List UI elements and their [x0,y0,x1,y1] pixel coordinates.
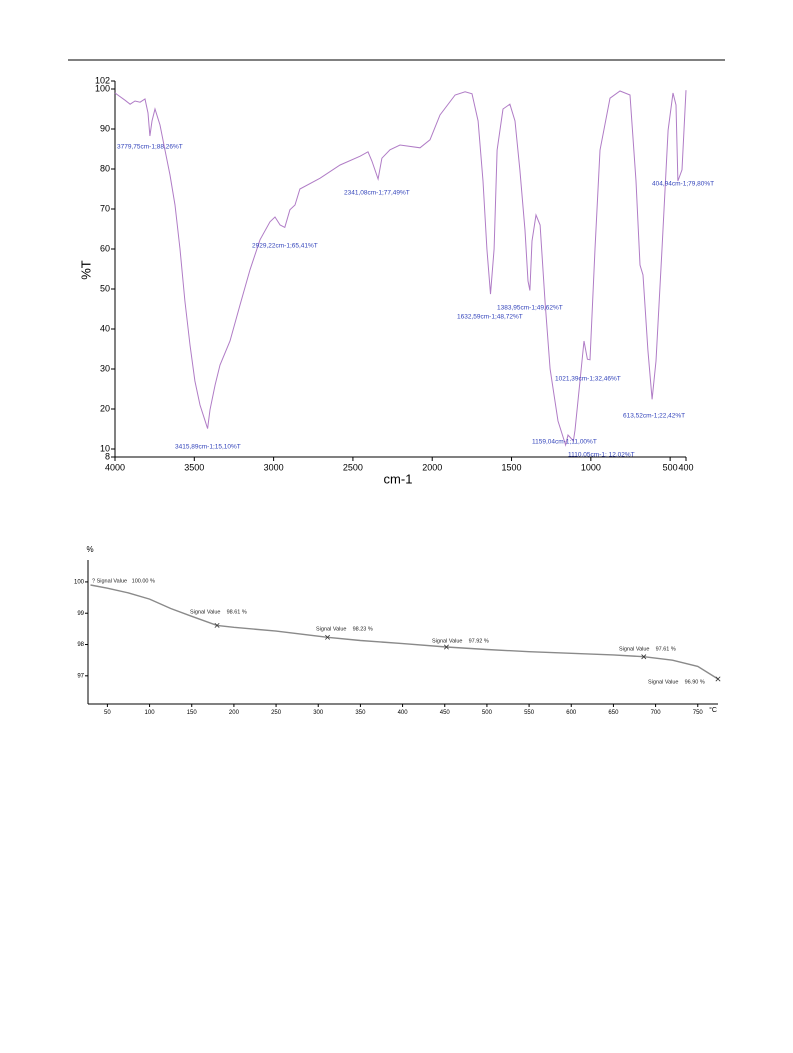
y-tick-label: 102 [95,75,110,85]
x-tick-label: 400 [678,463,693,473]
annotation: 1632,59cm-1;48,72%T [457,314,523,321]
x-tick-label: 200 [229,710,240,716]
x-tick-label: 2500 [343,463,363,473]
y-tick-label: 60 [100,243,110,253]
x-tick-label: 2000 [422,463,442,473]
annotation: ? Signal Value 100.00 % [92,578,155,584]
x-tick-label: 1000 [581,463,601,473]
x-tick-label: 4000 [105,463,125,473]
signal-marker [715,676,721,682]
annotation: 3415,89cm-1;15,10%T [175,444,241,451]
x-axis-title: cm-1 [384,471,413,486]
x-tick-label: 750 [693,710,704,716]
signal-marker [443,644,449,650]
x-tick-label: 1500 [502,463,522,473]
y-tick-label: 80 [100,163,110,173]
y-tick-label: 50 [100,283,110,293]
y-tick-label: 97 [77,673,84,679]
y-tick-label: 30 [100,363,110,373]
x-tick-label: 400 [398,710,409,716]
x-tick-label: 3500 [184,463,204,473]
spectrum-line [114,90,687,447]
x-axis-title: °C [709,706,717,714]
x-tick-label: 150 [187,710,198,716]
x-tick-label: 250 [271,710,282,716]
y-tick-label: 98 [77,642,84,648]
signal-marker [641,654,647,660]
x-tick-label: 600 [566,710,577,716]
annotation: Signal Value 97.92 % [432,638,489,644]
y-tick-label: 99 [77,611,84,617]
y-tick-label: 8 [105,451,110,461]
x-tick-label: 500 [482,710,493,716]
annotation: Signal Value 98.23 % [316,626,373,632]
x-tick-label: 650 [608,710,619,716]
x-tick-label: 100 [145,710,156,716]
y-tick-label: 40 [100,323,110,333]
spectrum-line [90,584,719,680]
x-tick-label: 700 [651,710,662,716]
annotation: 3779,75cm-1;88,26%T [117,144,183,151]
annotation: Signal Value 96.90 % [648,679,705,685]
annotation: Signal Value 98.61 % [190,609,247,615]
x-tick-label: 450 [440,710,451,716]
annotation: 1110,05cm-1; 12,02%T [568,452,635,459]
x-tick-label: 550 [524,710,535,716]
y-tick-label: 90 [100,123,110,133]
y-tick-label: 20 [100,403,110,413]
annotation: 2341,08cm-1;77,49%T [344,190,410,197]
signal-marker [325,634,331,640]
x-tick-label: 3000 [264,463,284,473]
signal-marker [214,622,220,628]
x-tick-label: 500 [663,463,678,473]
y-tick-label: 10 [100,443,110,453]
x-tick-label: 350 [355,710,366,716]
annotation: 404,94cm-1;79,80%T [652,181,714,188]
y-axis-title: % [86,545,93,554]
x-tick-label: 50 [104,710,111,716]
annotation: Signal Value 97.61 % [619,646,676,652]
annotation: 2929,22cm-1;65,41%T [252,243,318,250]
annotation: 1383,95cm-1;49,62%T [497,305,563,312]
y-tick-label: 70 [100,203,110,213]
y-axis-title: %T [78,260,93,280]
annotation: 1021,39cm-1;32,46%T [555,376,621,383]
y-tick-label: 100 [95,83,110,93]
annotation: 613,52cm-1;22,42%T [623,413,685,420]
y-tick-label: 100 [74,579,85,585]
x-tick-label: 300 [313,710,324,716]
annotation: 1159,04cm-1;11,00%T [532,439,597,446]
